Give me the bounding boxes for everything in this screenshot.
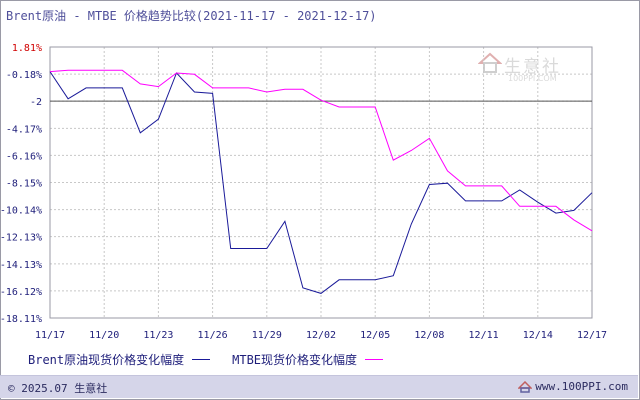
x-tick-label: 12/08	[414, 330, 444, 341]
legend-swatch-brent	[192, 359, 211, 360]
legend-label-mtbe: MTBE现货价格变化幅度	[232, 353, 358, 367]
chart-legend: Brent原油现货价格变化幅度 MTBE现货价格变化幅度	[28, 351, 391, 368]
x-tick-label: 11/26	[198, 330, 228, 341]
footer-bar: © 2025.07 生意社 www.100PPI.com	[0, 375, 638, 398]
logo-small-icon	[518, 380, 533, 393]
y-tick-label: -12.13%	[0, 233, 42, 244]
y-tick-label: -2	[30, 97, 42, 108]
x-tick-label: 11/29	[252, 330, 282, 341]
y-tick-label: -18.11%	[0, 314, 42, 325]
footer-site[interactable]: www.100PPI.com	[518, 380, 628, 393]
y-tick-label: -0.18%	[6, 70, 42, 81]
legend-label-brent: Brent原油现货价格变化幅度	[28, 353, 185, 367]
watermark: 生意社 100PPI.COM	[477, 52, 559, 83]
series-line-brent	[49, 71, 593, 294]
y-tick-label: -6.16%	[6, 151, 42, 162]
y-tick-label: -4.17%	[6, 124, 42, 135]
series-line-mtbe	[49, 69, 593, 232]
footer-site-link[interactable]: www.100PPI.com	[535, 380, 628, 393]
x-tick-label: 12/17	[577, 330, 607, 341]
y-tick-label: -14.13%	[0, 260, 42, 271]
y-tick-label: 1.81%	[12, 43, 42, 54]
chart-title: Brent原油 - MTBE 价格趋势比较(2021-11-17 - 2021-…	[6, 9, 377, 23]
x-tick-label: 11/23	[143, 330, 173, 341]
x-tick-label: 12/02	[306, 330, 336, 341]
watermark-name: 生意社	[504, 57, 561, 77]
x-tick-label: 12/11	[469, 330, 499, 341]
x-tick-label: 12/14	[523, 330, 553, 341]
chart-canvas: 1.81% -0.18% -2 -4.17% -6.16% -8.15% -10.14% -1…	[0, 43, 607, 341]
legend-swatch-mtbe	[365, 359, 384, 360]
x-tick-label: 11/20	[89, 330, 119, 341]
y-tick-label: -16.12%	[0, 287, 42, 298]
x-tick-label: 11/17	[35, 330, 65, 341]
footer-copyright: © 2025.07 生意社	[8, 382, 108, 395]
y-tick-label: -8.15%	[6, 179, 42, 190]
x-tick-label: 12/05	[360, 330, 390, 341]
y-tick-label: -10.14%	[0, 206, 42, 217]
plot-border	[49, 46, 593, 319]
watermark-url: 100PPI.COM	[508, 74, 557, 83]
